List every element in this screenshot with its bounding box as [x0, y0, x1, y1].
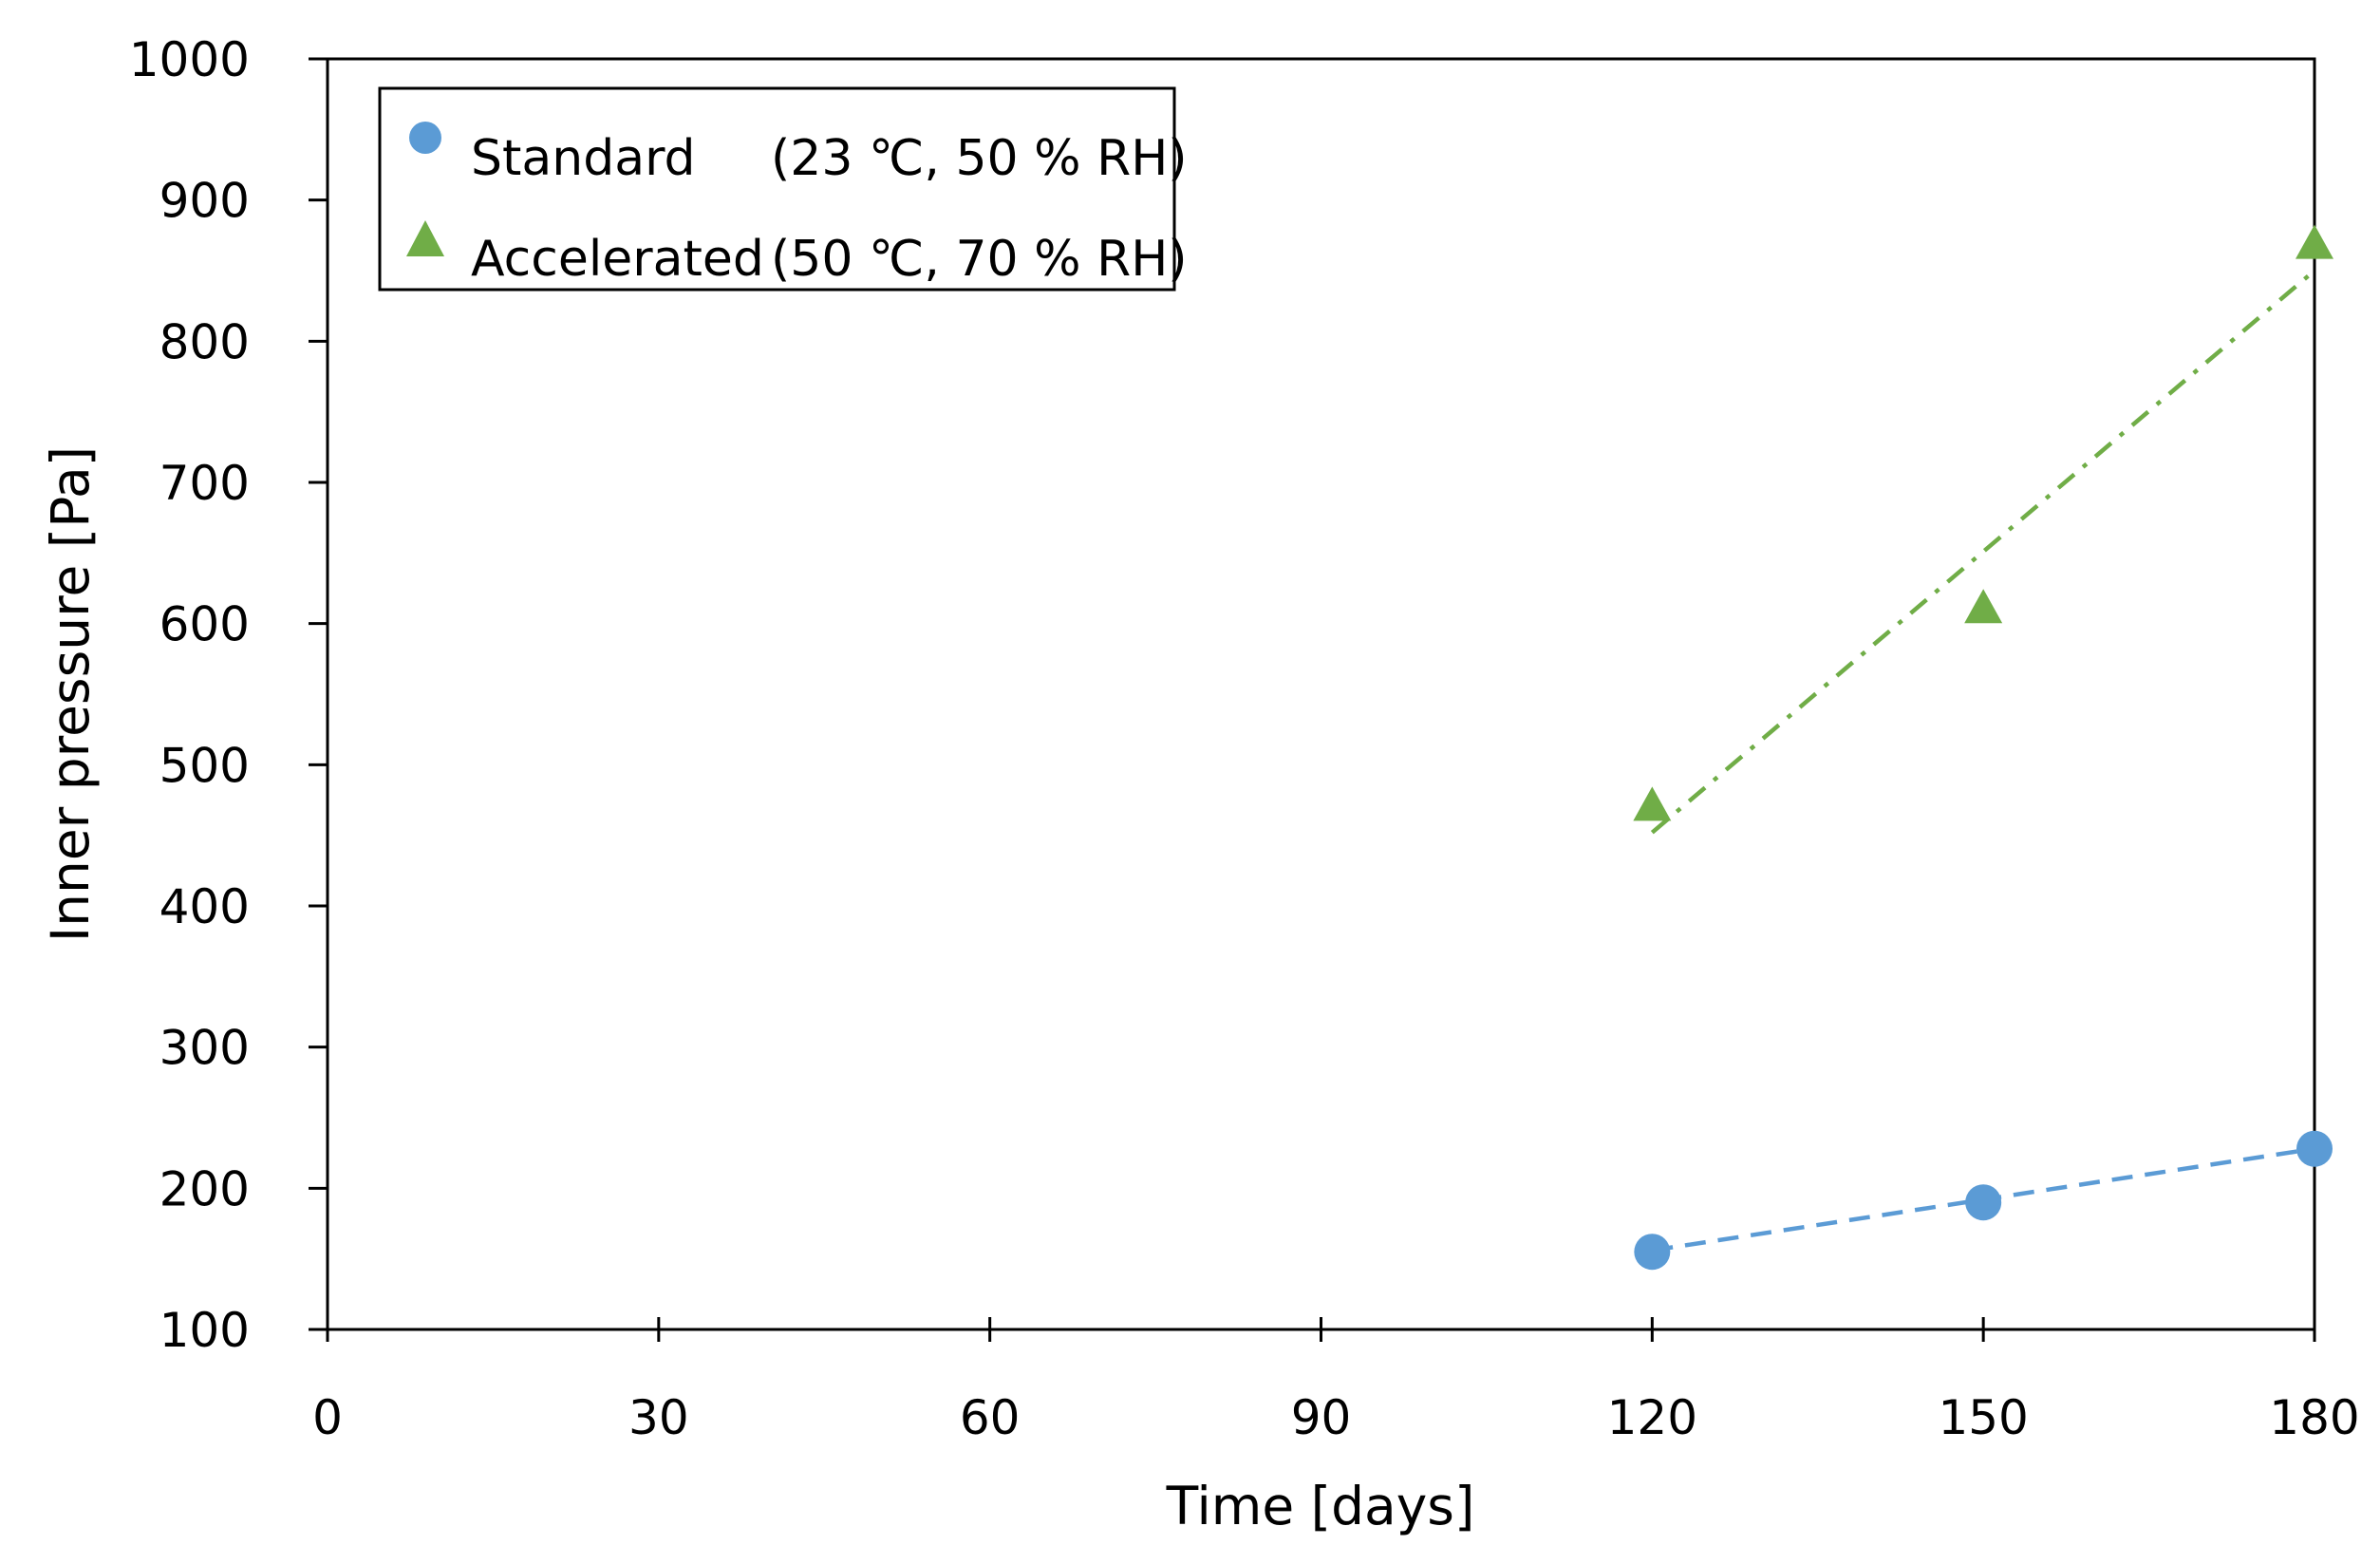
x-tick-label-90: 90 [1291, 1390, 1352, 1445]
trendline-accelerated [1650, 269, 2316, 835]
x-tick-label-0: 0 [312, 1390, 343, 1445]
point-accelerated-150 [1964, 589, 2003, 624]
legend-standard-name: Standard [471, 130, 696, 187]
legend: Standard (23 ℃, 50 % RH) Accelerated (50… [378, 86, 1188, 292]
y-tick-label-100: 100 [159, 1303, 250, 1358]
y-tick-label-900: 900 [159, 174, 250, 229]
y-tick-label-300: 300 [159, 1021, 250, 1076]
legend-accelerated-marker [406, 220, 444, 256]
legend-box [378, 86, 1176, 292]
x-tick-label-30: 30 [628, 1390, 689, 1445]
y-tick-label-700: 700 [159, 456, 250, 511]
y-tick-label-600: 600 [159, 597, 250, 652]
x-tick-label-60: 60 [960, 1390, 1021, 1445]
legend-standard-marker [409, 122, 441, 154]
y-tick-label-200: 200 [159, 1161, 250, 1216]
point-standard-120 [1634, 1234, 1671, 1271]
point-standard-180 [2296, 1130, 2333, 1167]
x-tick-label-120: 120 [1607, 1390, 1697, 1445]
y-tick-label-1000: 1000 [129, 32, 250, 87]
y-axis-title: Inner pressure [Pa] [40, 446, 101, 942]
y-tick-label-800: 800 [159, 314, 250, 369]
point-accelerated-120 [1633, 786, 1672, 821]
x-axis-title: Time [days] [1166, 1476, 1475, 1536]
point-accelerated-180 [2296, 224, 2333, 259]
point-standard-150 [1965, 1184, 2002, 1221]
x-tick-label-150: 150 [1938, 1390, 2028, 1445]
x-tick-label-180: 180 [2269, 1390, 2359, 1445]
y-tick-label-400: 400 [159, 879, 250, 934]
y-tick-label-500: 500 [159, 738, 250, 793]
legend-accelerated-name: Accelerated [471, 231, 764, 288]
legend-accelerated-condition: (50 ℃, 70 % RH) [771, 231, 1188, 288]
legend-standard-condition: (23 ℃, 50 % RH) [771, 130, 1188, 187]
